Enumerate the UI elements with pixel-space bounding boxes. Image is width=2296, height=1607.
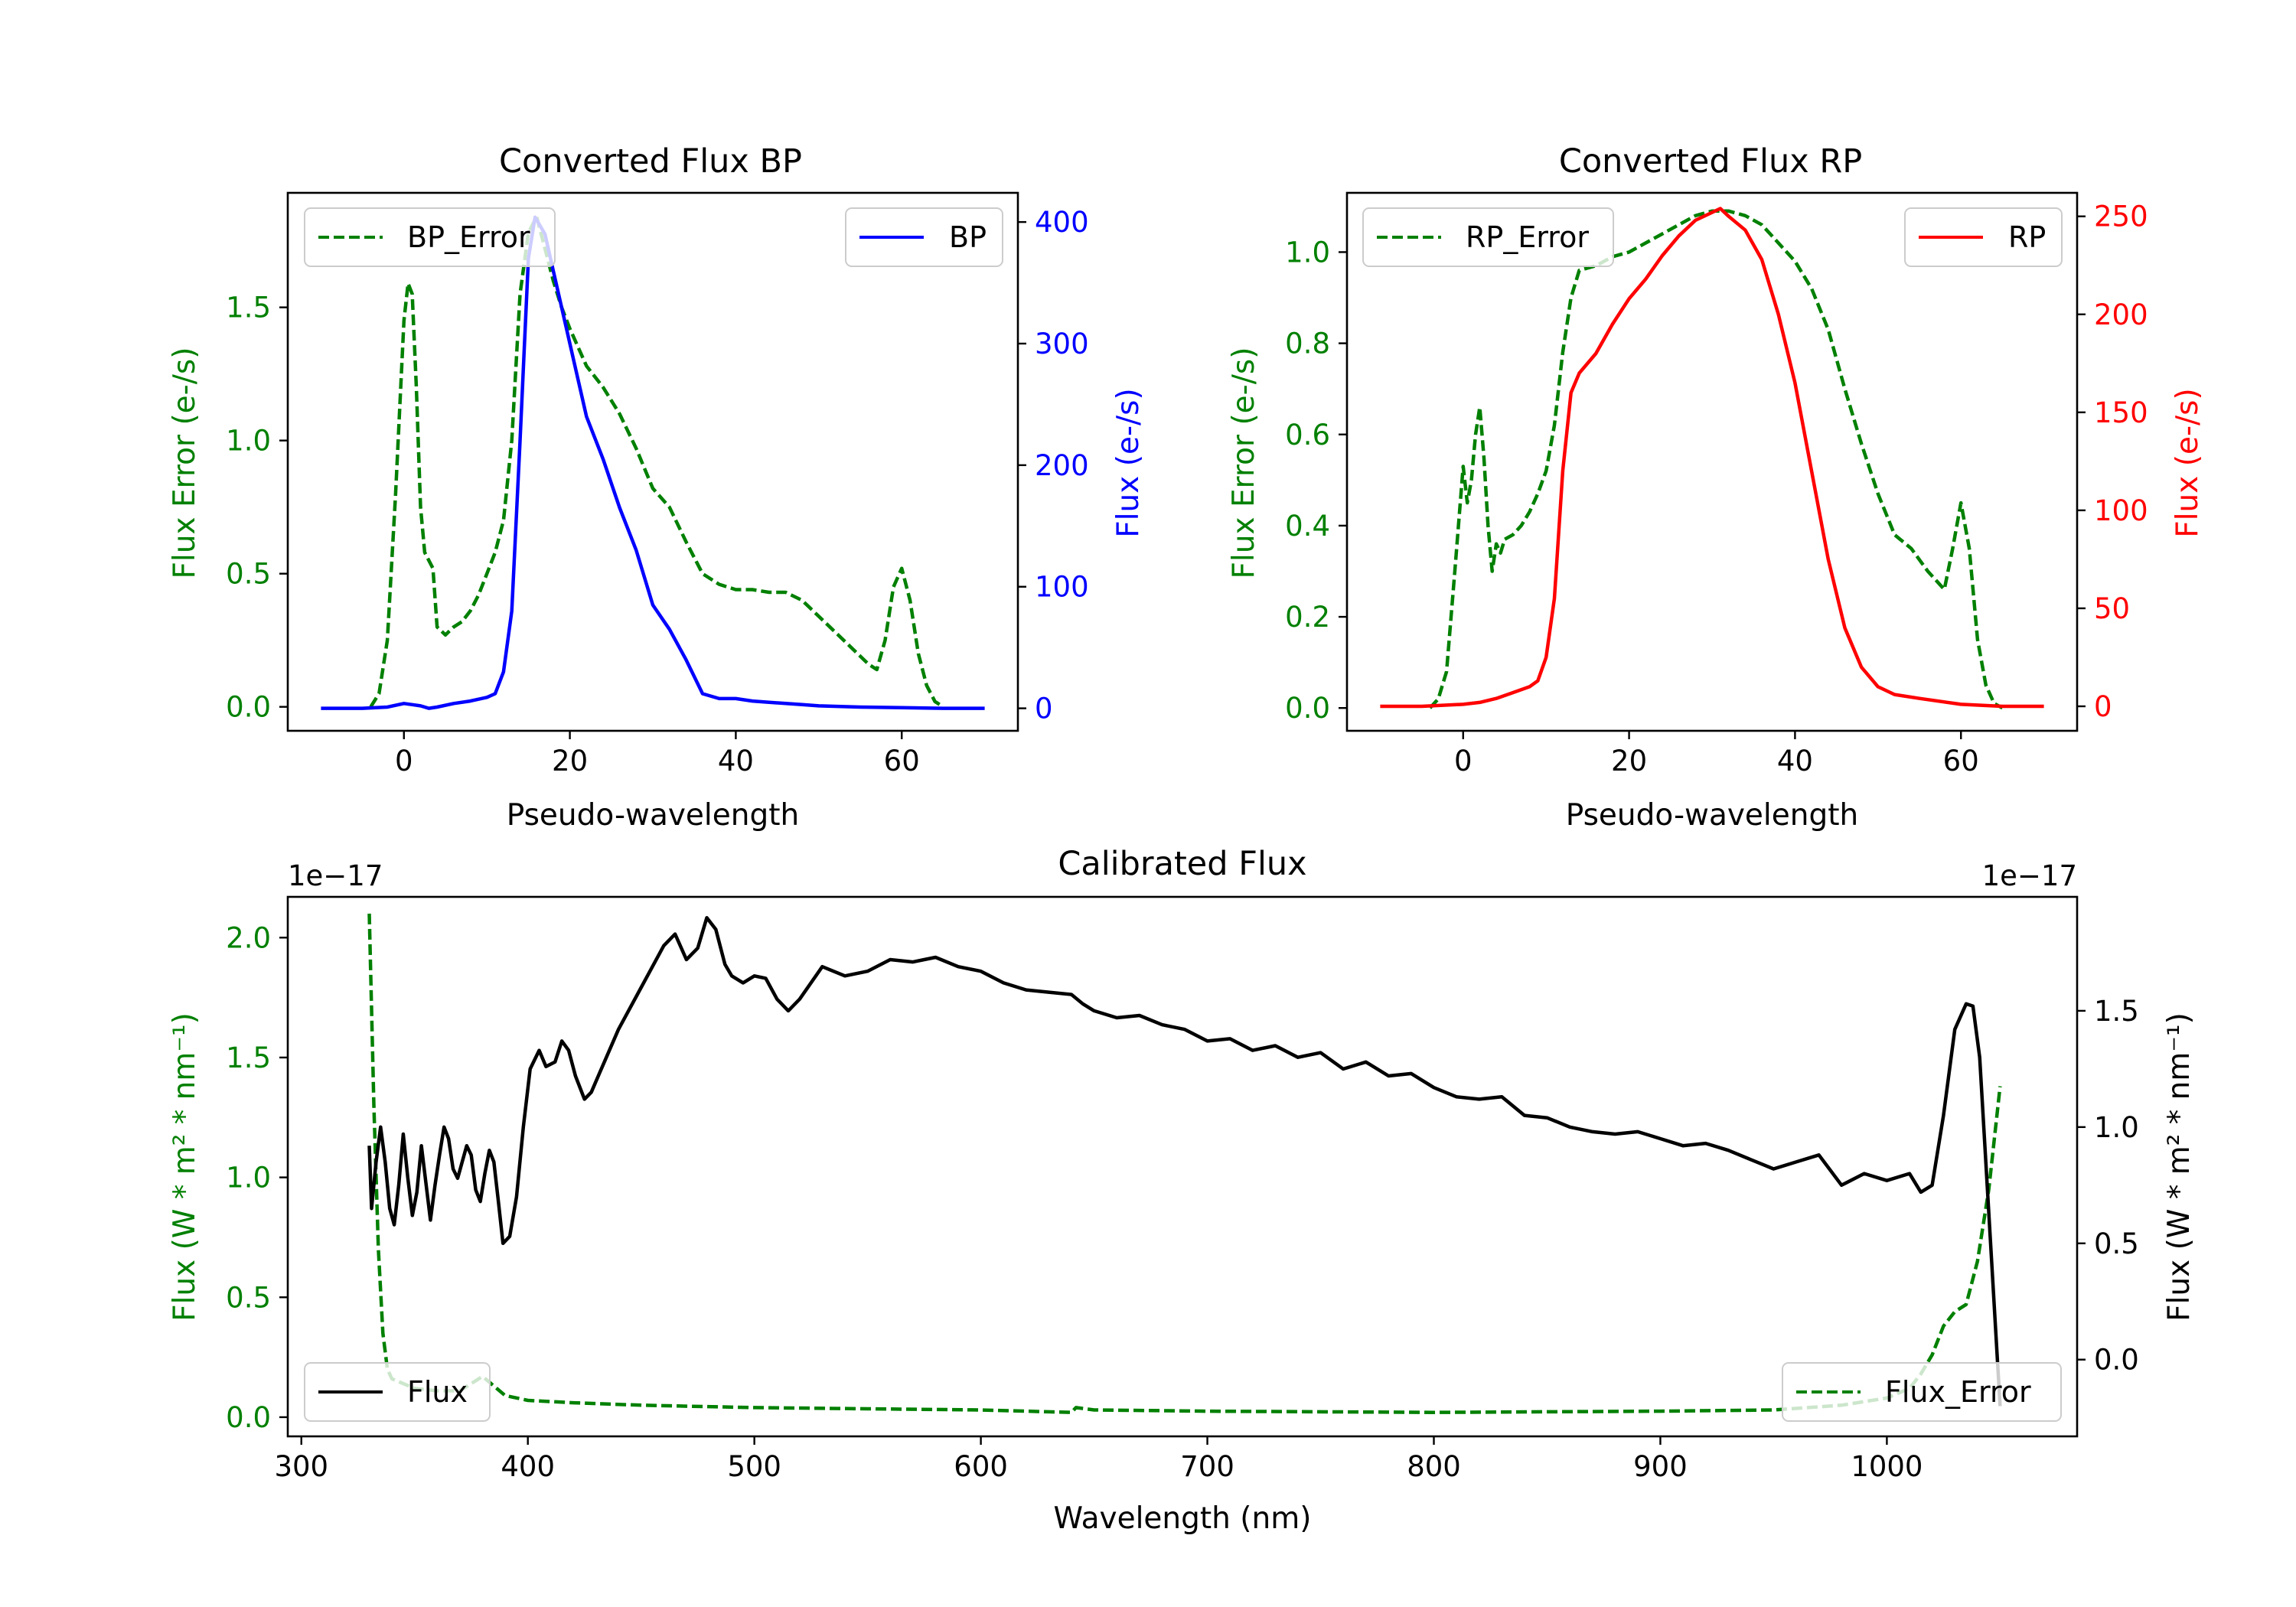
legend-label-bp: BP <box>949 220 987 254</box>
chart-rp-plot-area <box>1380 207 2044 710</box>
left-y-tick-label: 1.0 <box>1285 236 1330 269</box>
chart-rp-right-y-label: Flux (e-/s) <box>2170 388 2205 537</box>
left-y-tick-label: 0.0 <box>226 691 271 724</box>
chart-bp-right-y-label: Flux (e-/s) <box>1111 388 1146 537</box>
right-y-tick-label: 0.5 <box>2094 1227 2139 1260</box>
chart-calibrated-left-y-label: Flux (W * m² * nm⁻¹) <box>168 1012 202 1322</box>
chart-bp-legend-flux: BP <box>845 207 1003 267</box>
x-tick-label: 0 <box>1454 745 1473 777</box>
left-y-tick-label: 0.0 <box>1285 692 1330 725</box>
chart-bp-left-ticks: 0.0 0.5 1.0 1.5 <box>226 292 288 724</box>
chart-bp: Converted Flux BP 0 20 40 60 0.0 0.5 1.0 1.5 0… <box>168 142 1146 833</box>
chart-calibrated-legend-flux: Flux <box>304 1362 491 1422</box>
chart-rp-left-y-label: Flux Error (e-/s) <box>1227 347 1261 579</box>
chart-rp-frame <box>1345 191 2079 732</box>
chart-calibrated-left-ticks: 0.0 0.5 1.0 1.5 2.0 <box>226 921 288 1434</box>
left-y-tick-label: 0.0 <box>226 1401 271 1434</box>
chart-calibrated-right-y-label: Flux (W * m² * nm⁻¹) <box>2162 1012 2197 1322</box>
x-tick-label: 800 <box>1407 1450 1461 1483</box>
series-line-bp-error <box>369 215 944 709</box>
right-y-tick-label: 200 <box>1035 449 1089 482</box>
right-y-tick-label: 200 <box>2094 298 2148 331</box>
left-y-tick-label: 1.0 <box>226 1162 271 1195</box>
right-y-tick-label: 250 <box>2094 200 2148 233</box>
chart-bp-left-y-label: Flux Error (e-/s) <box>168 347 202 579</box>
chart-rp-x-ticks: 0 20 40 60 <box>1454 731 1979 777</box>
right-y-tick-label: 100 <box>2094 494 2148 527</box>
chart-rp-x-label: Pseudo-wavelength <box>1566 798 1858 833</box>
legend-label-flux-error: Flux_Error <box>1885 1375 2031 1409</box>
right-y-tick-label: 100 <box>1035 571 1089 604</box>
left-y-tick-label: 1.5 <box>226 292 271 324</box>
chart-bp-x-label: Pseudo-wavelength <box>507 798 799 833</box>
chart-calibrated-x-label: Wavelength (nm) <box>1054 1501 1312 1536</box>
chart-bp-plot-area <box>321 215 985 710</box>
right-y-tick-label: 1.0 <box>2094 1111 2139 1144</box>
x-tick-label: 60 <box>1943 745 1979 777</box>
x-tick-label: 600 <box>954 1450 1008 1483</box>
chart-rp-title: Converted Flux RP <box>1559 142 1862 181</box>
legend-label-rp: RP <box>2008 220 2046 254</box>
chart-bp-right-ticks: 0 100 200 300 400 <box>1018 206 1089 725</box>
right-y-tick-label: 300 <box>1035 328 1089 360</box>
right-y-tick-label: 50 <box>2094 592 2130 625</box>
left-y-tick-label: 0.5 <box>226 558 271 591</box>
right-y-tick-label: 0 <box>1035 693 1053 725</box>
series-line-rp-error <box>1428 209 2004 710</box>
x-tick-label: 300 <box>274 1450 328 1483</box>
right-y-tick-label: 150 <box>2094 396 2148 429</box>
x-tick-label: 40 <box>1777 745 1813 777</box>
chart-rp-right-ticks: 0 50 100 150 200 250 <box>2077 200 2148 723</box>
legend-label-rp-error: RP_Error <box>1466 220 1589 254</box>
chart-bp-frame <box>286 191 1019 732</box>
right-y-tick-label: 0 <box>2094 690 2112 723</box>
chart-bp-x-ticks: 0 20 40 60 <box>395 731 920 777</box>
series-line-rp <box>1380 207 2044 709</box>
x-tick-label: 1000 <box>1851 1450 1923 1483</box>
left-y-tick-label: 0.8 <box>1285 328 1330 360</box>
chart-calibrated-left-offset: 1e−17 <box>288 859 383 892</box>
legend-label-flux: Flux <box>407 1375 468 1409</box>
chart-bp-legend-error: BP_Error <box>304 207 556 267</box>
chart-rp-left-ticks: 0.0 0.2 0.4 0.6 0.8 1.0 <box>1285 236 1347 725</box>
chart-bp-title: Converted Flux BP <box>499 142 802 181</box>
chart-calibrated-right-ticks: 0.0 0.5 1.0 1.5 <box>2077 995 2139 1377</box>
right-y-tick-label: 0.0 <box>2094 1344 2139 1377</box>
left-y-tick-label: 0.5 <box>226 1281 271 1314</box>
chart-calibrated-x-ticks: 300 400 500 600 700 800 900 1000 <box>274 1436 1923 1483</box>
x-tick-label: 0 <box>395 745 413 777</box>
left-y-tick-label: 0.6 <box>1285 419 1330 451</box>
x-tick-label: 700 <box>1180 1450 1234 1483</box>
x-tick-label: 60 <box>884 745 920 777</box>
right-y-tick-label: 1.5 <box>2094 995 2139 1028</box>
chart-rp: Converted Flux RP 0 20 40 60 0.00.20.40.60.… <box>1227 142 2205 833</box>
chart-calibrated-right-offset: 1e−17 <box>1982 859 2077 892</box>
left-y-tick-label: 0.4 <box>1285 510 1330 543</box>
x-tick-label: 40 <box>718 745 754 777</box>
right-y-tick-label: 400 <box>1035 206 1089 239</box>
chart-calibrated-title: Calibrated Flux <box>1058 845 1306 883</box>
left-y-tick-label: 1.5 <box>226 1041 271 1074</box>
left-y-tick-label: 2.0 <box>226 921 271 954</box>
left-y-tick-label: 1.0 <box>226 425 271 458</box>
chart-rp-legend-error: RP_Error <box>1362 207 1614 267</box>
legend-label-bp-error: BP_Error <box>407 220 530 254</box>
chart-calibrated-legend-error: Flux_Error <box>1782 1362 2062 1422</box>
chart-calibrated-frame <box>286 895 2079 1438</box>
chart-calibrated: Calibrated Flux 1e−17 1e−17 300 400 500 600… <box>168 845 2197 1536</box>
x-tick-label: 500 <box>727 1450 781 1483</box>
series-line-flux <box>367 916 2002 1407</box>
left-y-tick-label: 0.2 <box>1285 601 1330 634</box>
series-line-bp <box>321 215 985 710</box>
x-tick-label: 20 <box>552 745 588 777</box>
x-tick-label: 900 <box>1633 1450 1688 1483</box>
chart-rp-legend-flux: RP <box>1904 207 2063 267</box>
x-tick-label: 20 <box>1611 745 1647 777</box>
x-tick-label: 400 <box>501 1450 555 1483</box>
